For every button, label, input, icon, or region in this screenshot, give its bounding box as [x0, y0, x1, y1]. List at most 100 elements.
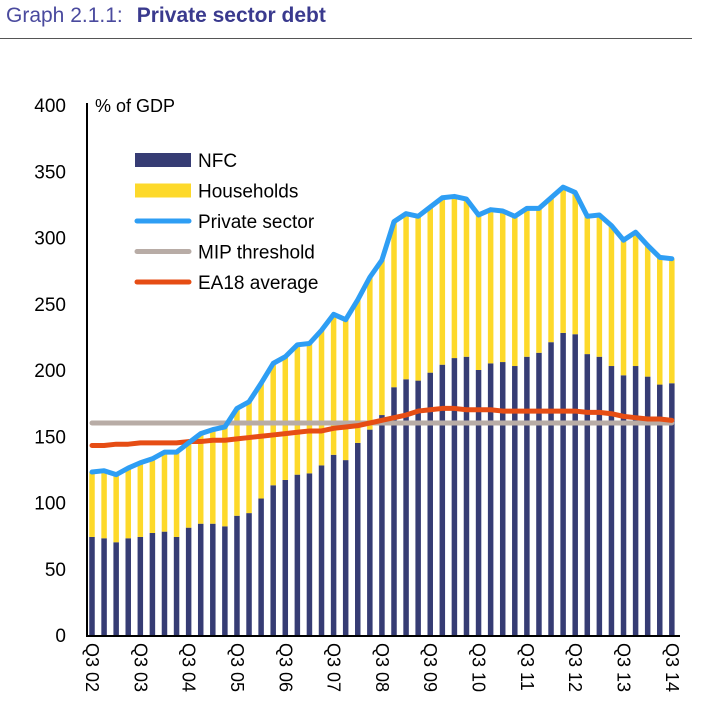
- bar-nfc: [620, 375, 627, 635]
- bar-households: [608, 225, 615, 367]
- bar-households: [282, 356, 289, 480]
- bar-households: [669, 258, 675, 384]
- bar-households: [210, 429, 216, 524]
- bar-households: [524, 208, 530, 357]
- x-tick-label: Q3 11: [517, 643, 537, 691]
- bar-nfc: [632, 366, 639, 635]
- bar-households: [173, 452, 180, 537]
- bar-households: [415, 216, 421, 381]
- line-private-sector: [89, 184, 675, 478]
- y-tick-label: 50: [45, 560, 66, 581]
- bar-nfc: [306, 473, 313, 635]
- bar-households: [149, 458, 156, 533]
- bar-households: [499, 211, 506, 363]
- bar-nfc: [246, 513, 252, 635]
- bar-nfc: [379, 415, 385, 635]
- bar-households: [536, 208, 542, 353]
- x-tick-label: Q3 14: [662, 643, 682, 692]
- bar-nfc: [475, 370, 482, 635]
- bar-households: [342, 319, 349, 461]
- x-tick-label: Q3 05: [227, 643, 247, 692]
- bar-households: [391, 221, 397, 388]
- legend-label: MIP threshold: [198, 243, 315, 264]
- bar-households: [487, 209, 494, 364]
- bar-households: [294, 344, 301, 475]
- bar-households: [318, 330, 325, 466]
- x-tick-label: Q3 09: [420, 643, 440, 692]
- x-tick-label: Q3 12: [565, 643, 585, 692]
- y-tick-label: 100: [34, 494, 66, 515]
- bar-nfc: [210, 523, 216, 635]
- bar-nfc: [294, 474, 301, 635]
- bar-households: [644, 245, 651, 377]
- bar-nfc: [391, 387, 397, 635]
- y-tick-label: 150: [34, 427, 66, 448]
- bar-households: [246, 401, 252, 514]
- bar-nfc: [101, 538, 107, 635]
- bar-nfc: [318, 465, 325, 635]
- bar-nfc: [185, 527, 192, 635]
- bar-nfc: [415, 380, 421, 635]
- bar-nfc: [487, 363, 494, 635]
- title-rule: [0, 38, 692, 39]
- bar-nfc: [548, 342, 554, 635]
- bar-households: [427, 207, 433, 373]
- legend-swatch-nfc: [135, 153, 191, 167]
- x-tick-label: Q3 06: [275, 643, 295, 692]
- bar-households: [512, 216, 518, 367]
- bar-nfc: [536, 352, 542, 635]
- bar-nfc: [463, 356, 470, 635]
- bar-households: [451, 196, 458, 359]
- legend-label: EA18 average: [198, 273, 318, 294]
- bar-households: [572, 192, 578, 335]
- legend-label: NFC: [198, 151, 237, 172]
- bar-households: [161, 452, 168, 532]
- bar-nfc: [367, 429, 373, 635]
- bar-nfc: [355, 442, 361, 635]
- bar-nfc: [524, 356, 530, 635]
- bar-nfc: [258, 498, 264, 635]
- bar-nfc: [173, 536, 180, 635]
- bar-households: [367, 277, 373, 430]
- bar-households: [197, 433, 204, 524]
- bar-nfc: [451, 358, 458, 635]
- bar-nfc: [644, 376, 651, 635]
- bar-nfc: [330, 454, 337, 635]
- legend-label: Households: [198, 182, 298, 203]
- bar-nfc: [669, 383, 675, 635]
- bar-nfc: [137, 536, 144, 635]
- bar-nfc: [499, 362, 506, 635]
- bar-households: [657, 257, 663, 385]
- bar-households: [113, 474, 119, 543]
- bar-nfc: [427, 372, 433, 635]
- bar-households: [379, 260, 385, 416]
- bar-nfc: [584, 354, 591, 635]
- legend-swatch-households: [135, 183, 191, 198]
- bar-households: [439, 197, 446, 365]
- bar-households: [306, 343, 313, 474]
- bar-nfc: [161, 531, 168, 635]
- bar-households: [632, 232, 639, 367]
- bar-nfc: [608, 366, 615, 635]
- chart-title: Graph 2.1.1: Private sector debt: [6, 4, 326, 28]
- bar-nfc: [234, 515, 240, 635]
- bar-households: [355, 299, 361, 443]
- bar-nfc: [342, 460, 349, 635]
- y-tick-label: 0: [55, 626, 66, 647]
- bar-households: [89, 472, 95, 537]
- y-axis-label: % of GDP: [95, 96, 175, 116]
- x-tick-label: Q3 13: [614, 643, 634, 692]
- bar-households: [620, 240, 627, 376]
- bar-households: [125, 468, 131, 539]
- bar-nfc: [657, 384, 663, 635]
- bar-households: [101, 470, 107, 539]
- bar-nfc: [439, 364, 446, 635]
- x-tick-label: Q3 04: [179, 643, 199, 692]
- bar-nfc: [197, 523, 204, 635]
- y-tick-label: 200: [34, 361, 66, 382]
- bar-nfc: [282, 479, 289, 635]
- bar-households: [185, 442, 192, 528]
- bar-nfc: [270, 485, 276, 635]
- x-tick-label: Q3 02: [82, 643, 102, 692]
